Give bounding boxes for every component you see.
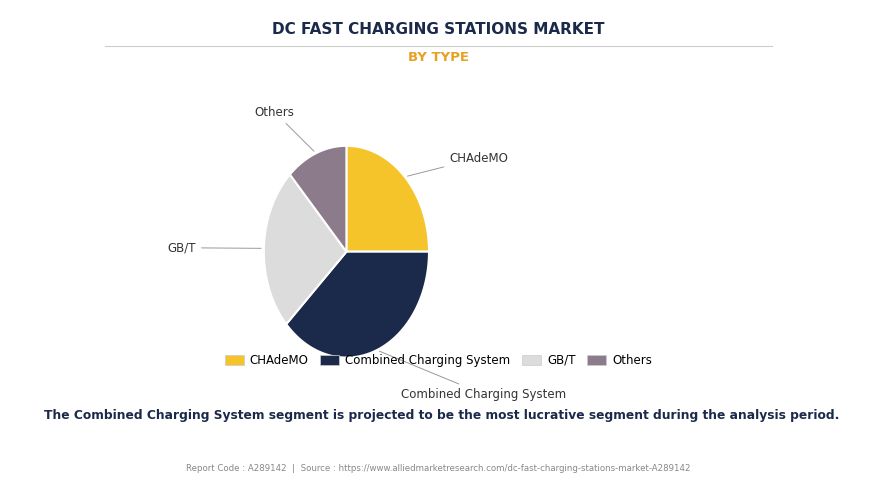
Text: The Combined Charging System segment is projected to be the most lucrative segme: The Combined Charging System segment is … — [44, 409, 839, 422]
Polygon shape — [286, 252, 429, 358]
Text: Report Code : A289142  |  Source : https://www.alliedmarketresearch.com/dc-fast-: Report Code : A289142 | Source : https:/… — [186, 464, 691, 473]
Text: DC FAST CHARGING STATIONS MARKET: DC FAST CHARGING STATIONS MARKET — [272, 22, 605, 37]
Text: BY TYPE: BY TYPE — [408, 51, 469, 64]
Polygon shape — [346, 146, 429, 252]
Text: GB/T: GB/T — [168, 241, 261, 254]
Text: CHAdeMO: CHAdeMO — [408, 151, 508, 176]
Polygon shape — [264, 175, 346, 324]
Polygon shape — [290, 146, 346, 252]
Legend: CHAdeMO, Combined Charging System, GB/T, Others: CHAdeMO, Combined Charging System, GB/T,… — [220, 349, 657, 372]
Text: Combined Charging System: Combined Charging System — [380, 351, 567, 401]
Text: Others: Others — [255, 106, 314, 151]
